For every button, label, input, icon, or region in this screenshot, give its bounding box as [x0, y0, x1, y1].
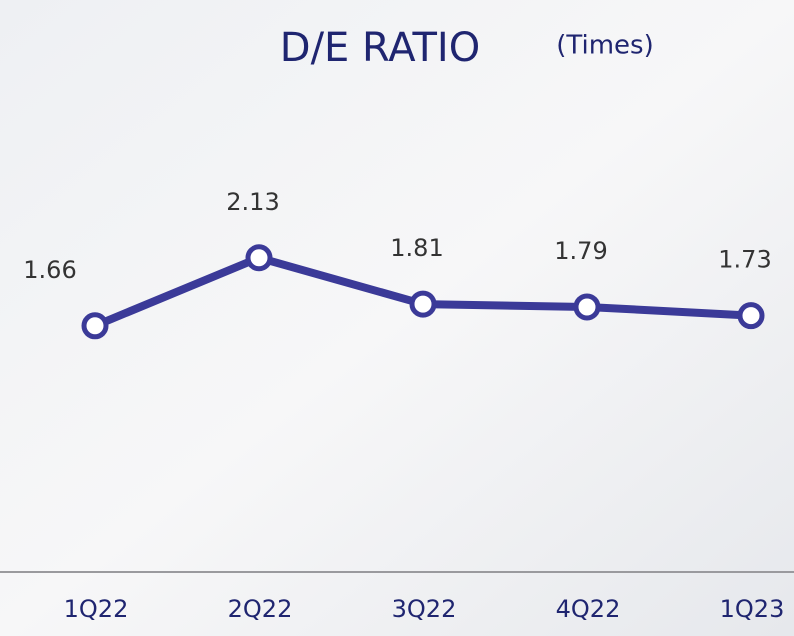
x-tick-label: 1Q22 [64, 595, 129, 623]
x-tick-label: 1Q23 [720, 595, 785, 623]
data-label: 1.81 [390, 234, 443, 262]
point [409, 290, 437, 318]
data-label: 2.13 [226, 188, 279, 216]
point [245, 244, 273, 272]
point [573, 293, 601, 321]
point [737, 302, 765, 330]
x-tick-label: 3Q22 [392, 595, 457, 623]
data-label: 1.79 [554, 237, 607, 265]
chart-title: D/E RATIO [280, 25, 480, 71]
point [81, 312, 109, 340]
x-tick-label: 2Q22 [228, 595, 293, 623]
data-label: 1.66 [23, 256, 76, 284]
x-tick-label: 4Q22 [556, 595, 621, 623]
data-label: 1.73 [718, 246, 771, 274]
chart-subtitle: (Times) [556, 31, 653, 61]
